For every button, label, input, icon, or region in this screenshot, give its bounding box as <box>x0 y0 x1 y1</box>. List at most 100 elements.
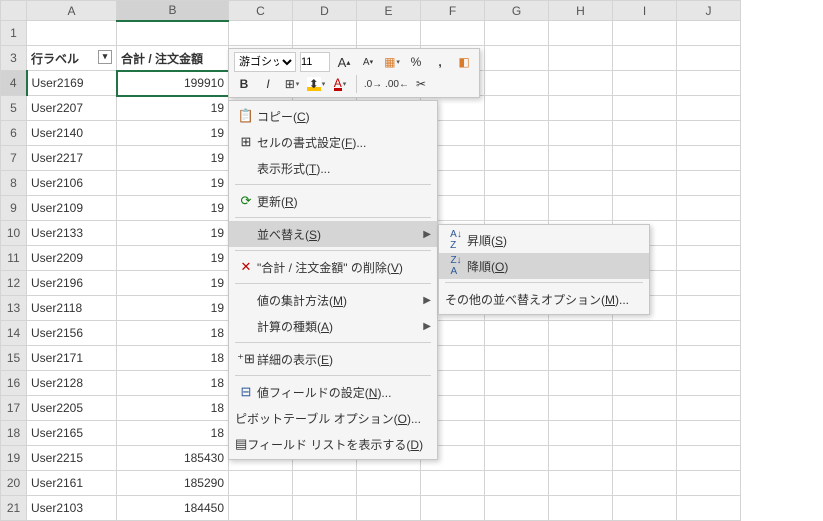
cell[interactable] <box>613 471 677 496</box>
cell[interactable] <box>485 71 549 96</box>
cell[interactable] <box>549 446 613 471</box>
menu-remove-field[interactable]: ✕"合計 / 注文金額" の削除(V) <box>229 254 437 280</box>
row-header[interactable]: 8 <box>1 171 27 196</box>
cell[interactable] <box>613 196 677 221</box>
cell[interactable] <box>485 446 549 471</box>
cell[interactable] <box>293 471 357 496</box>
row-header[interactable]: 19 <box>1 446 27 471</box>
cell[interactable]: User2109 <box>27 196 117 221</box>
cell[interactable] <box>485 371 549 396</box>
cell[interactable]: 18 <box>117 346 229 371</box>
cell[interactable] <box>117 21 229 46</box>
cell[interactable] <box>677 246 741 271</box>
cell[interactable]: 184450 <box>117 496 229 521</box>
cell[interactable] <box>613 171 677 196</box>
decrease-decimal-button[interactable]: .00← <box>387 74 407 94</box>
submenu-sort-desc[interactable]: Z↓A降順(O) <box>439 253 649 279</box>
cell[interactable] <box>677 321 741 346</box>
column-header[interactable]: I <box>613 1 677 21</box>
cell[interactable] <box>613 371 677 396</box>
cell[interactable]: 合計 / 注文金額 <box>117 46 229 71</box>
cell[interactable] <box>549 471 613 496</box>
row-header[interactable]: 11 <box>1 246 27 271</box>
cell[interactable] <box>677 396 741 421</box>
cell[interactable] <box>421 471 485 496</box>
menu-show-values-as[interactable]: 計算の種類(A)▶ <box>229 313 437 339</box>
conditional-format-button[interactable]: ▦ <box>382 52 402 72</box>
cell[interactable]: User2140 <box>27 121 117 146</box>
cell[interactable] <box>485 196 549 221</box>
cell[interactable] <box>549 396 613 421</box>
cell[interactable]: User2133 <box>27 221 117 246</box>
cell[interactable] <box>357 471 421 496</box>
cell[interactable]: User2156 <box>27 321 117 346</box>
cell[interactable] <box>677 271 741 296</box>
cell[interactable] <box>229 496 293 521</box>
cell[interactable] <box>677 296 741 321</box>
column-header[interactable]: F <box>421 1 485 21</box>
row-header[interactable]: 17 <box>1 396 27 421</box>
cell[interactable] <box>677 96 741 121</box>
row-header[interactable]: 14 <box>1 321 27 346</box>
cell[interactable] <box>677 21 741 46</box>
row-header[interactable]: 6 <box>1 121 27 146</box>
cell[interactable]: User2171 <box>27 346 117 371</box>
cell[interactable] <box>293 21 357 46</box>
cell[interactable]: User2161 <box>27 471 117 496</box>
cell[interactable] <box>549 121 613 146</box>
cell[interactable] <box>613 96 677 121</box>
cell[interactable]: 19 <box>117 121 229 146</box>
cell[interactable] <box>485 346 549 371</box>
cell[interactable] <box>485 421 549 446</box>
cell[interactable] <box>549 21 613 46</box>
cell[interactable] <box>549 421 613 446</box>
cell[interactable] <box>677 496 741 521</box>
row-header[interactable]: 20 <box>1 471 27 496</box>
row-header[interactable]: 15 <box>1 346 27 371</box>
cell[interactable]: 199910 <box>117 71 229 96</box>
filter-dropdown-icon[interactable]: ▾ <box>98 50 112 64</box>
cell[interactable] <box>613 446 677 471</box>
cell[interactable]: User2207 <box>27 96 117 121</box>
row-header[interactable]: 7 <box>1 146 27 171</box>
cell[interactable] <box>677 171 741 196</box>
menu-sort[interactable]: 並べ替え(S)▶ <box>229 221 437 247</box>
cell[interactable] <box>549 171 613 196</box>
italic-button[interactable]: I <box>258 74 278 94</box>
table-style-button[interactable]: ◧ <box>454 52 474 72</box>
column-header[interactable]: H <box>549 1 613 21</box>
column-header[interactable]: G <box>485 1 549 21</box>
cell[interactable] <box>677 71 741 96</box>
menu-value-field-settings[interactable]: ⊟値フィールドの設定(N)... <box>229 379 437 405</box>
cell[interactable]: 19 <box>117 146 229 171</box>
increase-decimal-button[interactable]: .0→ <box>363 74 383 94</box>
column-header[interactable]: C <box>229 1 293 21</box>
row-header[interactable]: 10 <box>1 221 27 246</box>
cell[interactable]: 19 <box>117 296 229 321</box>
select-all-corner[interactable] <box>1 1 27 21</box>
row-header[interactable]: 4 <box>1 71 27 96</box>
format-painter-button[interactable]: ✂ <box>411 74 431 94</box>
bold-button[interactable]: B <box>234 74 254 94</box>
cell[interactable] <box>357 21 421 46</box>
cell[interactable] <box>677 371 741 396</box>
submenu-sort-asc[interactable]: A↓Z昇順(S) <box>439 227 649 253</box>
column-header[interactable]: E <box>357 1 421 21</box>
cell[interactable] <box>229 21 293 46</box>
cell[interactable]: 185290 <box>117 471 229 496</box>
font-color-button[interactable]: A <box>330 74 350 94</box>
cell[interactable] <box>677 221 741 246</box>
cell[interactable]: 18 <box>117 371 229 396</box>
cell[interactable]: User2128 <box>27 371 117 396</box>
cell[interactable] <box>485 96 549 121</box>
cell[interactable] <box>549 371 613 396</box>
cell[interactable] <box>677 121 741 146</box>
cell[interactable] <box>485 496 549 521</box>
cell[interactable] <box>485 146 549 171</box>
cell[interactable]: User2209 <box>27 246 117 271</box>
cell[interactable] <box>613 146 677 171</box>
percent-button[interactable]: % <box>406 52 426 72</box>
cell[interactable]: 19 <box>117 196 229 221</box>
fill-color-button[interactable]: ⬍ <box>306 74 326 94</box>
cell[interactable] <box>613 71 677 96</box>
